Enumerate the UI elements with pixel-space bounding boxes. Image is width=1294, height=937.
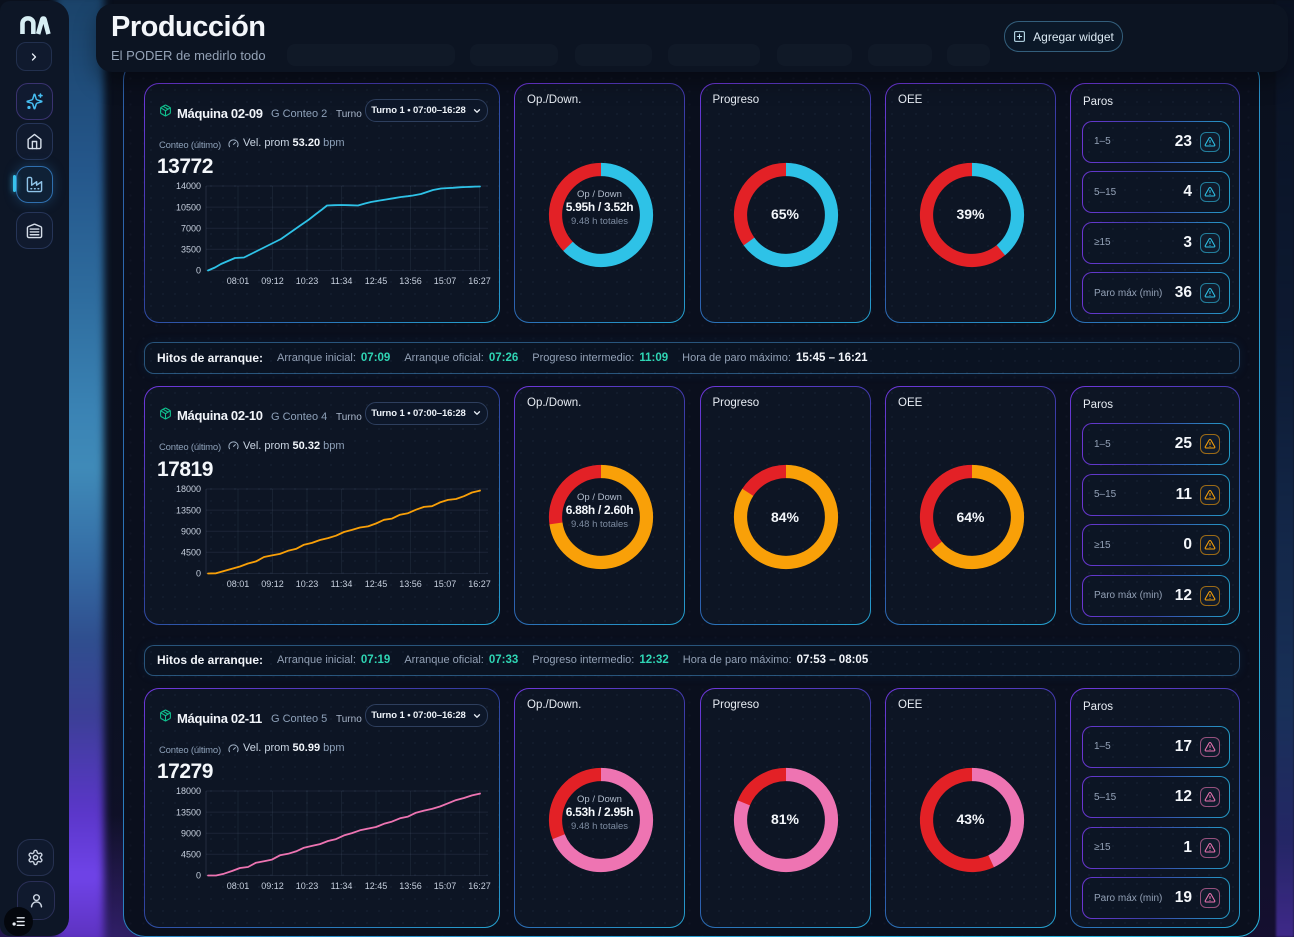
svg-text:10:23: 10:23 [296, 579, 319, 589]
svg-text:08:01: 08:01 [227, 579, 250, 589]
svg-text:9000: 9000 [181, 526, 201, 536]
svg-text:13:56: 13:56 [399, 276, 422, 286]
svg-text:3500: 3500 [181, 245, 201, 255]
svg-text:13500: 13500 [176, 807, 201, 817]
svg-text:10:23: 10:23 [296, 881, 319, 891]
svg-text:08:01: 08:01 [227, 276, 250, 286]
svg-text:16:27: 16:27 [468, 579, 491, 589]
svg-text:09:12: 09:12 [261, 276, 284, 286]
svg-text:15:07: 15:07 [434, 276, 457, 286]
svg-text:15:07: 15:07 [434, 579, 457, 589]
svg-text:13500: 13500 [176, 505, 201, 515]
svg-text:4500: 4500 [181, 547, 201, 557]
svg-text:0: 0 [196, 871, 201, 881]
svg-text:13:56: 13:56 [399, 881, 422, 891]
svg-text:11:34: 11:34 [331, 881, 353, 891]
svg-text:9000: 9000 [181, 828, 201, 838]
svg-text:11:34: 11:34 [331, 579, 353, 589]
svg-text:18000: 18000 [176, 786, 201, 796]
svg-text:12:45: 12:45 [365, 276, 388, 286]
svg-text:09:12: 09:12 [261, 579, 284, 589]
svg-text:16:27: 16:27 [468, 276, 491, 286]
svg-text:12:45: 12:45 [365, 881, 388, 891]
svg-text:4500: 4500 [181, 850, 201, 860]
svg-text:14000: 14000 [176, 181, 201, 191]
svg-text:7000: 7000 [181, 223, 201, 233]
svg-text:0: 0 [196, 568, 201, 578]
svg-text:08:01: 08:01 [227, 881, 250, 891]
svg-text:18000: 18000 [176, 484, 201, 494]
svg-text:12:45: 12:45 [365, 579, 388, 589]
svg-text:0: 0 [196, 266, 201, 276]
svg-text:09:12: 09:12 [261, 881, 284, 891]
svg-text:11:34: 11:34 [331, 276, 353, 286]
svg-text:16:27: 16:27 [468, 881, 491, 891]
svg-text:10:23: 10:23 [296, 276, 319, 286]
svg-text:13:56: 13:56 [399, 579, 422, 589]
svg-text:10500: 10500 [176, 202, 201, 212]
svg-text:15:07: 15:07 [434, 881, 457, 891]
